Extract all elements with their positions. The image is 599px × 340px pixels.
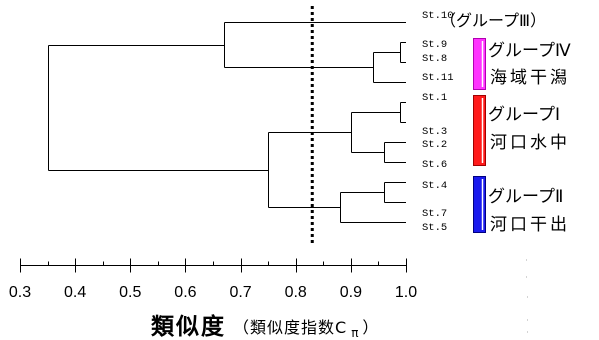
station-label: St.2: [422, 139, 447, 151]
scan-speck: [527, 331, 528, 333]
station-label: St.6: [422, 159, 447, 171]
x-tick-label: 0.5: [119, 284, 141, 301]
station-labels: St.10 St.9 St.8 St.11 St.1 St.3 St.2 St.…: [422, 10, 454, 234]
group-iv-bracket: [473, 38, 486, 90]
group-i-label: グループⅠ: [488, 105, 560, 125]
scan-speck: [527, 319, 528, 321]
scan-speck: [526, 259, 527, 261]
group-ii-bracket: [473, 176, 486, 233]
x-tick-label: 0.8: [285, 284, 307, 301]
station-label: St.1: [422, 92, 447, 104]
scan-speck: [527, 296, 528, 298]
x-axis: [20, 258, 407, 273]
group-i-bar: [473, 95, 486, 166]
group-i-bracket: [473, 95, 486, 166]
x-axis-title: 類似度: [151, 313, 226, 340]
station-label: St.11: [422, 72, 454, 84]
x-axis-subtitle-subscript: π: [351, 326, 359, 340]
group-ii-bar: [473, 176, 486, 233]
station-label: St.7: [422, 208, 447, 220]
x-axis-subtitle-suffix: ）: [362, 318, 379, 337]
scan-specks: [526, 259, 528, 333]
station-label: St.9: [422, 39, 447, 51]
station-label: St.4: [422, 180, 447, 192]
x-tick-label: 0.3: [9, 284, 31, 301]
x-axis-subtitle: （類似度指数C π）: [233, 318, 379, 340]
group-iii-label: （グループⅢ）: [440, 11, 546, 30]
x-tick-label: 1.0: [395, 284, 417, 301]
x-axis-subtitle-prefix: （類似度指数C: [233, 318, 347, 337]
group-iv-bar: [473, 38, 486, 90]
station-label: St.10: [422, 10, 454, 22]
station-label: St.3: [422, 126, 447, 138]
x-tick-labels: 0.3 0.4 0.5 0.6 0.7 0.8 0.9 1.0: [9, 284, 417, 301]
group-i-description: 河口水中: [490, 133, 570, 153]
group-iv-label: グループⅣ: [488, 41, 571, 61]
group-ii-description: 河口干出: [490, 215, 570, 235]
x-tick-label: 0.6: [174, 284, 196, 301]
group-ii-label: グループⅡ: [488, 187, 563, 207]
station-label: St.8: [422, 53, 447, 65]
x-tick-label: 0.9: [340, 284, 362, 301]
dendrogram: [48, 22, 406, 223]
x-tick-label: 0.4: [64, 284, 86, 301]
scan-speck: [526, 276, 527, 278]
group-iv-description: 海域干潟: [490, 68, 570, 88]
station-label: St.5: [422, 222, 447, 234]
x-tick-label: 0.7: [229, 284, 251, 301]
group-labels: （グループⅢ） グループⅣ 海域干潟 グループⅠ 河口水中 グループⅡ 河口干出: [440, 11, 571, 235]
